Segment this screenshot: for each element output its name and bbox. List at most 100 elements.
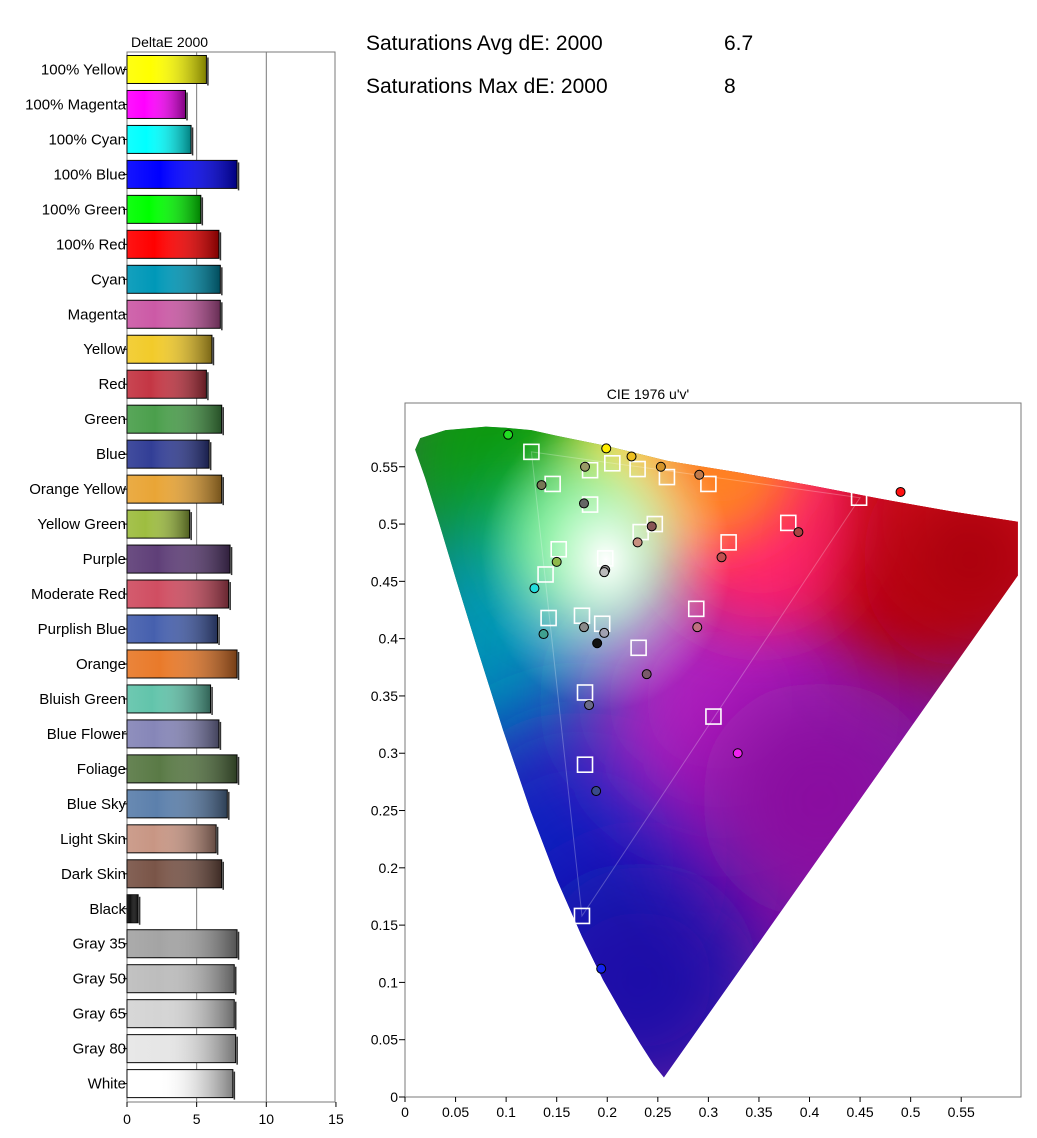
category-label: Light Skin	[60, 831, 126, 848]
target-square	[850, 489, 868, 506]
x-tick-label: 0.1	[496, 1104, 516, 1120]
bar-shading	[127, 789, 228, 818]
bar-shading	[127, 580, 229, 609]
bar-shading	[127, 90, 186, 119]
y-tick-label: 0.15	[371, 917, 398, 933]
measured-point	[579, 498, 590, 509]
x-tick-label: 0.45	[846, 1104, 873, 1120]
target-square	[576, 756, 594, 773]
y-tick-label: 0.05	[371, 1032, 398, 1048]
target-square	[576, 684, 594, 701]
category-label: Purplish Blue	[38, 621, 126, 638]
measured-point	[716, 552, 727, 563]
target-square	[523, 443, 540, 461]
cie-x-axis-ticks: 0 0.05 0.1 0.15 0.2 0.25 0.3 0.35 0.4 0.45 0.5 0.55	[401, 1097, 975, 1120]
measured-point	[579, 622, 590, 633]
bar-shading	[127, 545, 231, 574]
bar-shading	[127, 335, 212, 364]
bar-shading	[127, 684, 211, 713]
category-label: Bluish Green	[39, 691, 126, 708]
category-label: Blue	[96, 446, 126, 463]
bar-gridlines	[196, 52, 267, 1102]
y-tick-label: 0.2	[379, 860, 399, 876]
bar-shading	[127, 615, 218, 644]
measured-point	[580, 461, 591, 472]
category-label: Purple	[83, 551, 126, 568]
measured-point	[599, 627, 610, 638]
cie-y-axis-ticks: 0 0.05 0.1 0.15 0.2 0.25 0.3 0.35 0.4 0.45 0.5 0.55	[371, 459, 405, 1105]
category-label: Gray 65	[73, 1006, 126, 1023]
bar-shading	[127, 859, 222, 888]
category-label: Dark Skin	[61, 866, 126, 883]
y-tick-label: 0.45	[371, 573, 398, 589]
x-tick-label: 0.05	[442, 1104, 469, 1120]
target-squares	[523, 443, 868, 925]
y-tick-label: 0.5	[379, 516, 399, 532]
category-label: 100% Blue	[53, 166, 126, 183]
x-tick-label: 15	[328, 1111, 344, 1127]
bar-plot-frame	[126, 51, 336, 1103]
category-label: Blue Sky	[67, 796, 127, 813]
bar-shading	[127, 649, 238, 678]
measured-points	[503, 429, 906, 974]
measured-point	[694, 469, 705, 480]
category-label: 100% Cyan	[48, 131, 126, 148]
bar-shading	[127, 929, 238, 958]
bar-shading	[127, 195, 201, 224]
max-de-label: Saturations Max dE: 2000	[366, 75, 608, 98]
measured-point	[646, 521, 657, 532]
cie-1976-chart: CIE 1976 u'v' 0 0.05 0.1 0.15 0.2 0.25 0.3 0.35…	[371, 386, 1022, 1120]
x-tick-label: 0.25	[644, 1104, 671, 1120]
bar-shading	[127, 824, 217, 853]
measured-point	[599, 567, 610, 578]
bar-shading	[127, 1069, 233, 1098]
bar-shading	[127, 999, 235, 1028]
avg-de-value: 6.7	[724, 32, 753, 55]
x-tick-label: 0.35	[745, 1104, 772, 1120]
category-label: Red	[98, 376, 126, 393]
measured-point	[592, 638, 603, 649]
measured-point	[732, 748, 743, 759]
target-square	[779, 514, 797, 532]
cie-chart-title: CIE 1976 u'v'	[607, 386, 689, 402]
y-tick-label: 0.1	[379, 974, 399, 990]
category-label: Orange	[76, 656, 126, 673]
category-label: White	[88, 1076, 126, 1093]
measured-point	[793, 527, 804, 538]
measured-point	[584, 700, 595, 711]
category-label: 100% Red	[56, 236, 126, 253]
max-de-value: 8	[724, 75, 736, 98]
bar-shading	[127, 230, 219, 259]
y-tick-label: 0.3	[379, 745, 399, 761]
category-label: Blue Flower	[47, 726, 126, 743]
x-tick-label: 0.2	[598, 1104, 618, 1120]
category-label: Yellow	[83, 341, 126, 358]
bar-shading	[127, 894, 139, 923]
measured-point	[503, 429, 514, 440]
measured-point	[655, 461, 666, 472]
category-label: Orange Yellow	[29, 481, 126, 498]
bar-chart-title: DeltaE 2000	[131, 34, 208, 50]
category-label: Gray 80	[73, 1041, 126, 1058]
category-label: 100% Magenta	[25, 96, 127, 113]
bar-category-labels: 100% Yellow 100% Magenta 100% Cyan 100% Blu…	[25, 61, 127, 1093]
bar-shading	[127, 440, 210, 469]
category-label: 100% Green	[42, 201, 126, 218]
category-label: Yellow Green	[37, 516, 126, 533]
x-tick-label: 5	[193, 1111, 201, 1127]
bar-shading	[127, 1034, 236, 1063]
x-tick-label: 0.3	[699, 1104, 719, 1120]
target-square	[720, 534, 737, 551]
bar-shading	[127, 55, 207, 84]
category-label: Foliage	[77, 761, 126, 778]
category-label: Gray 35	[73, 936, 126, 953]
category-label: 100% Yellow	[41, 61, 126, 78]
x-tick-label: 0.55	[948, 1104, 975, 1120]
target-square	[687, 600, 705, 618]
avg-de-label: Saturations Avg dE: 2000	[366, 32, 603, 55]
bar-shading	[127, 510, 190, 539]
category-label: Cyan	[91, 271, 126, 288]
bar-shading	[127, 719, 219, 748]
